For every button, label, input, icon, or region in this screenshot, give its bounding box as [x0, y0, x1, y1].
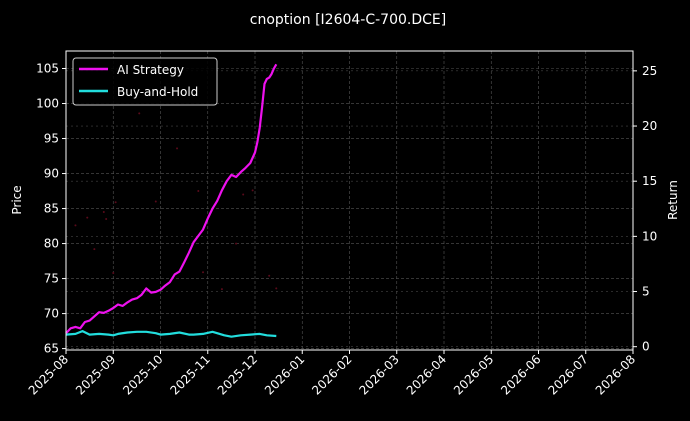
x-tick-label: 2026-02 — [309, 352, 354, 397]
left-tick-label: 100 — [36, 97, 59, 111]
trade-marker — [86, 216, 89, 219]
x-tick-label: 2026-03 — [357, 352, 402, 397]
x-tick-label: 2026-01 — [262, 352, 307, 397]
trade-marker — [138, 112, 141, 115]
trade-marker — [74, 224, 77, 227]
left-tick-label: 90 — [44, 167, 59, 181]
chart-title: cnoption [I2604-C-700.DCE] — [250, 12, 446, 28]
trade-marker — [114, 201, 117, 204]
left-tick-label: 70 — [44, 307, 59, 321]
trade-marker — [154, 200, 157, 203]
trade-marker — [176, 147, 179, 150]
y-axis-title-left: Price — [10, 185, 24, 214]
x-tick-label: 2026-04 — [404, 352, 449, 397]
x-tick-label: 2026-07 — [546, 352, 591, 397]
x-tick-label: 2025-09 — [73, 352, 118, 397]
left-tick-label: 95 — [44, 132, 59, 146]
trade-markers — [74, 112, 278, 291]
x-tick-label: 2025-10 — [120, 352, 165, 397]
x-axis: 2025-08 2025-09 2025-10 2025-11 2025-12 2026-… — [26, 350, 638, 398]
trade-marker — [275, 287, 278, 290]
right-y-axis: 0 5 10 15 20 25 — [633, 64, 657, 354]
left-tick-label: 80 — [44, 237, 59, 251]
trade-marker — [197, 190, 200, 193]
right-tick-label: 10 — [642, 229, 657, 243]
left-tick-label: 75 — [44, 272, 59, 286]
x-tick-label: 2026-08 — [593, 352, 638, 397]
x-tick-label: 2025-12 — [215, 352, 260, 397]
trade-marker — [202, 271, 205, 274]
left-y-axis: 65 70 75 80 85 90 95 100 105 — [36, 62, 66, 356]
x-tick-label: 2025-08 — [26, 352, 71, 397]
right-tick-label: 20 — [642, 119, 657, 133]
trade-marker — [242, 193, 245, 196]
right-tick-label: 5 — [642, 285, 650, 299]
legend-label-ai-strategy: AI Strategy — [117, 63, 184, 77]
trade-marker — [268, 274, 271, 277]
series-line-buy-and-hold — [65, 330, 277, 338]
legend-box — [72, 57, 218, 106]
trade-marker — [93, 248, 96, 251]
right-tick-label: 0 — [642, 340, 650, 354]
trade-marker — [235, 242, 238, 245]
series-line-ai-strategy — [65, 63, 278, 334]
trade-marker — [102, 211, 105, 214]
legend: AI Strategy Buy-and-Hold — [72, 57, 218, 106]
series-lines — [65, 63, 278, 338]
x-tick-label: 2025-11 — [168, 352, 213, 397]
y-axis-title-right: Return — [666, 180, 680, 220]
left-tick-label: 65 — [44, 342, 59, 356]
x-tick-label: 2026-05 — [451, 352, 496, 397]
left-tick-label: 105 — [36, 62, 59, 76]
left-tick-label: 85 — [44, 202, 59, 216]
trade-marker — [112, 271, 115, 274]
trade-marker — [251, 189, 254, 192]
legend-label-buy-and-hold: Buy-and-Hold — [117, 85, 198, 99]
grid-lines — [65, 51, 634, 350]
x-tick-label: 2026-06 — [498, 352, 543, 397]
right-tick-label: 25 — [642, 64, 657, 78]
trade-marker — [105, 218, 108, 221]
right-tick-label: 15 — [642, 174, 657, 188]
trade-marker — [220, 288, 223, 291]
